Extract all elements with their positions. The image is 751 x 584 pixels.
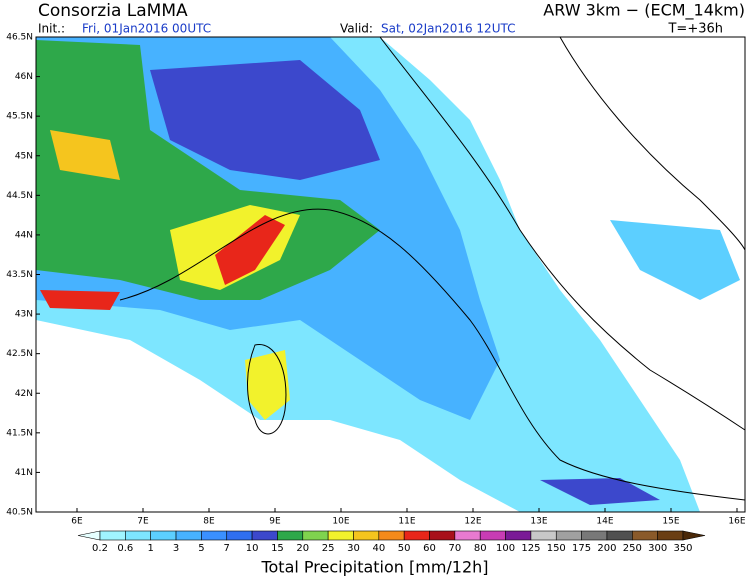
colorbar-label: 1 (148, 543, 154, 554)
colorbar-box (555, 530, 582, 541)
colorbar-box (251, 530, 278, 541)
colorbar-label: 0.2 (92, 543, 108, 554)
colorbar-box (353, 530, 380, 541)
precip-heavy-blue (150, 60, 380, 180)
colorbar-label: 50 (398, 543, 411, 554)
croatia-coast (559, 36, 746, 251)
lat-label: 41N (15, 468, 33, 478)
lat-label: 46N (15, 72, 33, 82)
colorbar-box (530, 530, 557, 541)
init-label: Init.: (38, 22, 65, 36)
colorbar-box (429, 530, 456, 541)
model: ARW 3km − (ECM_14km) (543, 1, 745, 21)
colorbar-box (581, 530, 608, 541)
lat-label: 43N (15, 310, 33, 320)
colorbar-label: 20 (296, 543, 309, 554)
precip-orange (50, 130, 120, 180)
colorbar-label: 80 (474, 543, 487, 554)
colorbar-label: 25 (322, 543, 335, 554)
colorbar-label: 100 (496, 543, 515, 554)
colorbar-box (378, 530, 405, 541)
lat-label: 40.5N (6, 508, 33, 518)
lon-label: 8E (203, 517, 215, 527)
south-rain (540, 478, 660, 505)
lat-label: 46.5N (6, 33, 33, 43)
valid-value: Sat, 02Jan2016 12UTC (381, 22, 515, 36)
colorbar-box (201, 530, 228, 541)
colorbar-box (125, 530, 151, 541)
colorbar-label: 350 (673, 543, 692, 554)
colorbar-box (632, 530, 658, 541)
colorbar-label: 70 (449, 543, 462, 554)
colorbar-label: 3 (173, 543, 179, 554)
colorbar-box (657, 530, 684, 541)
lead-time: T=+36h (667, 22, 723, 37)
lon-label: 11E (398, 517, 415, 527)
colorbar-box (327, 530, 354, 541)
lat-label: 45.5N (6, 112, 33, 122)
map (35, 36, 746, 513)
lon-label: 7E (137, 517, 149, 527)
precip-red (215, 215, 285, 285)
colorbar-label: 30 (347, 543, 360, 554)
lon-label: 13E (530, 517, 547, 527)
precip-green (36, 40, 380, 300)
colorbar-box (150, 530, 177, 541)
lon-label: 6E (71, 517, 83, 527)
lon-label: 12E (464, 517, 481, 527)
colorbar-label: 15 (271, 543, 284, 554)
colorbar-box (606, 530, 633, 541)
colorbar-arrow (682, 530, 706, 541)
colorbar-label: 5 (198, 543, 204, 554)
lat-label: 44.5N (6, 191, 33, 201)
lat-label: 42N (15, 389, 33, 399)
precip-red-coast (40, 290, 120, 310)
lat-label: 41.5N (6, 428, 33, 438)
colorbar-box (302, 530, 329, 541)
colorbar-box (175, 530, 202, 541)
valid-label: Valid: (340, 22, 373, 36)
colorbar-label: 7 (224, 543, 230, 554)
colorbar-box (403, 530, 430, 541)
colorbar-box (505, 530, 532, 541)
colorbar-box (226, 530, 253, 541)
colorbar-box (479, 530, 506, 541)
lon-label: 16E (728, 517, 745, 527)
coastline-adriatic (379, 36, 746, 431)
colorbar-label: 125 (521, 543, 540, 554)
corsica-rain (245, 350, 290, 420)
axes: 46.5N 46N 45.5N 45N 44.5N 44N 43.5N 43N 42.5N 42N… (6, 33, 746, 527)
colorbar-box (99, 530, 126, 541)
colorbar-box (454, 530, 481, 541)
lon-label: 9E (269, 517, 281, 527)
lat-label: 42.5N (6, 349, 33, 359)
coastline (119, 208, 746, 501)
colorbar-label: 60 (423, 543, 436, 554)
colorbar-box (277, 530, 304, 541)
lat-label: 45N (15, 151, 33, 161)
lat-label: 44N (15, 230, 33, 240)
colorbar-label: 10 (246, 543, 259, 554)
init-value: Fri, 01Jan2016 00UTC (82, 22, 211, 36)
colorbar-label: 0.6 (117, 543, 133, 554)
colorbar-label: 250 (623, 543, 642, 554)
colorbar-title: Total Precipitation [mm/12h] (260, 558, 488, 577)
colorbar-label: 150 (547, 543, 566, 554)
colorbar-label: 300 (648, 543, 667, 554)
adriatic-rain (610, 220, 740, 300)
corsica (247, 344, 287, 435)
colorbar-label: 175 (572, 543, 591, 554)
lon-label: 14E (596, 517, 613, 527)
lon-label: 15E (662, 517, 679, 527)
title: Consorzia LaMMA (38, 1, 188, 21)
colorbar: 0.2 0.6 1 3 5 7 10 15 20 25 30 40 50 60 70 80 100 125 150 1… (77, 530, 706, 554)
colorbar-label: 200 (597, 543, 616, 554)
lon-label: 10E (332, 517, 349, 527)
colorbar-label: 40 (372, 543, 385, 554)
lat-label: 43.5N (6, 270, 33, 280)
